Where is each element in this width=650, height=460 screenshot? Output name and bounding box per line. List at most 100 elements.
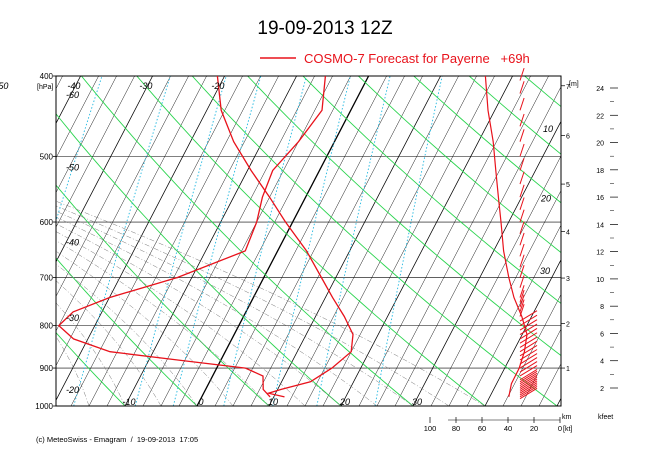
isotherm-line	[556, 397, 561, 406]
wind-barb	[519, 368, 538, 381]
km-tick-label: 2	[566, 321, 570, 328]
y-axis-unit: [hPa]	[37, 84, 53, 91]
wind-barb	[519, 344, 538, 357]
wind-barb	[519, 265, 525, 278]
y-tick-label: 500	[40, 152, 54, 161]
wind-barb	[519, 382, 538, 394]
wind-barb	[519, 314, 538, 327]
wind-barb	[519, 357, 538, 369]
moist-adiabat	[56, 335, 90, 406]
wind-barb	[519, 67, 525, 81]
wind-barb	[519, 323, 538, 335]
wind-scale-label: 60	[478, 424, 486, 433]
isotherm-label-top: -40	[67, 81, 80, 91]
mixing-ratio-line	[73, 76, 171, 406]
x-tick-label: -10	[122, 397, 135, 407]
wind-barb	[519, 143, 525, 157]
wind-barb	[519, 361, 538, 373]
chart-title: 19-09-2013 12Z	[257, 18, 393, 39]
isotherm-line	[376, 76, 549, 406]
x-tick-label: 10	[268, 397, 278, 407]
dry-adiabat	[56, 184, 270, 406]
moist-adiabat	[56, 216, 378, 406]
wind-barb	[519, 372, 538, 385]
wind-barb	[519, 376, 538, 388]
isotherm-label-left: -20	[66, 385, 79, 395]
wind-barb	[519, 349, 538, 361]
moist-adiabat	[0, 76, 53, 406]
y-tick-label: 1000	[35, 402, 53, 411]
wind-barb	[519, 353, 538, 365]
dry-adiabat	[413, 76, 561, 204]
series-line-dew-point	[57, 76, 327, 398]
dry-adiabat	[358, 76, 561, 254]
isotherm-label-left: -60	[66, 90, 79, 100]
dry-adiabat	[0, 76, 53, 406]
isotherm-label-left: -40	[66, 237, 79, 247]
mixing-ratio-line	[223, 76, 307, 406]
moist-adiabat	[56, 280, 162, 406]
mixing-ratio-label: 20	[540, 193, 551, 203]
wind-barb	[519, 184, 525, 198]
wind-barb	[519, 370, 538, 383]
km-tick-label: 6	[566, 134, 570, 141]
isotherm-line	[70, 76, 243, 406]
isotherm-line	[88, 76, 261, 406]
y-tick-label: 800	[40, 322, 54, 331]
axes: 4005006007008009001000-100102030-60-50-4…	[0, 72, 618, 433]
kfeet-tick-label: 6	[600, 331, 604, 338]
wind-barb	[519, 336, 538, 348]
wind-scale-label: 20	[530, 424, 538, 433]
wind-barb	[519, 171, 525, 185]
isotherm-line	[56, 76, 63, 90]
wind-barbs	[484, 67, 538, 400]
kfeet-tick-label: 18	[596, 168, 604, 175]
dry-adiabat	[468, 76, 561, 155]
wind-barb	[519, 285, 525, 298]
km-tick-label: 5	[566, 182, 570, 189]
mixing-ratio-line	[374, 76, 443, 406]
wind-barb	[519, 387, 538, 400]
isotherm-line	[160, 76, 333, 406]
y-tick-label: 400	[40, 72, 54, 81]
isotherm-line	[0, 76, 27, 406]
isotherm-line	[340, 76, 513, 406]
wind-scale-unit: [kt]	[563, 426, 572, 433]
isotherm-line	[412, 120, 561, 406]
mixing-ratio-label: 30	[540, 266, 550, 276]
wind-scale-label: 0	[558, 424, 562, 433]
wind-barb	[519, 386, 538, 398]
wind-barb	[519, 197, 525, 210]
wind-barb	[519, 232, 525, 246]
wind-barb	[519, 319, 538, 331]
isotherm-label-top: -50	[0, 81, 8, 91]
mixing-ratio-line	[316, 76, 391, 406]
moist-adiabat	[56, 231, 306, 406]
isotherm-line	[56, 76, 225, 402]
kfeet-tick-label: 2	[600, 386, 604, 393]
dry-adiabat	[635, 76, 650, 406]
wind-barb	[519, 294, 525, 308]
isotherm-line	[56, 76, 99, 159]
km-tick-label: 4	[566, 230, 570, 237]
series-line-wind-speed	[484, 75, 528, 398]
footer-credit: (c) MeteoSwiss - Emagram / 19-09-2013 17…	[36, 435, 198, 444]
height-m-label: [m]	[569, 81, 579, 88]
x-tick-label: 0	[198, 397, 203, 407]
wind-barb	[519, 384, 538, 396]
wind-barb	[519, 221, 525, 234]
x-tick-label: 20	[339, 397, 350, 407]
kfeet-tick-label: 22	[596, 113, 604, 120]
isotherm-line	[538, 363, 561, 406]
isotherm-line	[56, 76, 117, 194]
isotherm-line	[214, 76, 387, 406]
kfeet-tick-label: 8	[600, 304, 604, 311]
kfeet-label: kfeet	[598, 414, 613, 421]
wind-barb	[519, 157, 525, 171]
wind-barb	[519, 365, 538, 377]
wind-barb	[519, 254, 525, 268]
grid	[0, 76, 650, 406]
series-layer	[57, 76, 354, 398]
dry-adiabat	[136, 76, 486, 406]
